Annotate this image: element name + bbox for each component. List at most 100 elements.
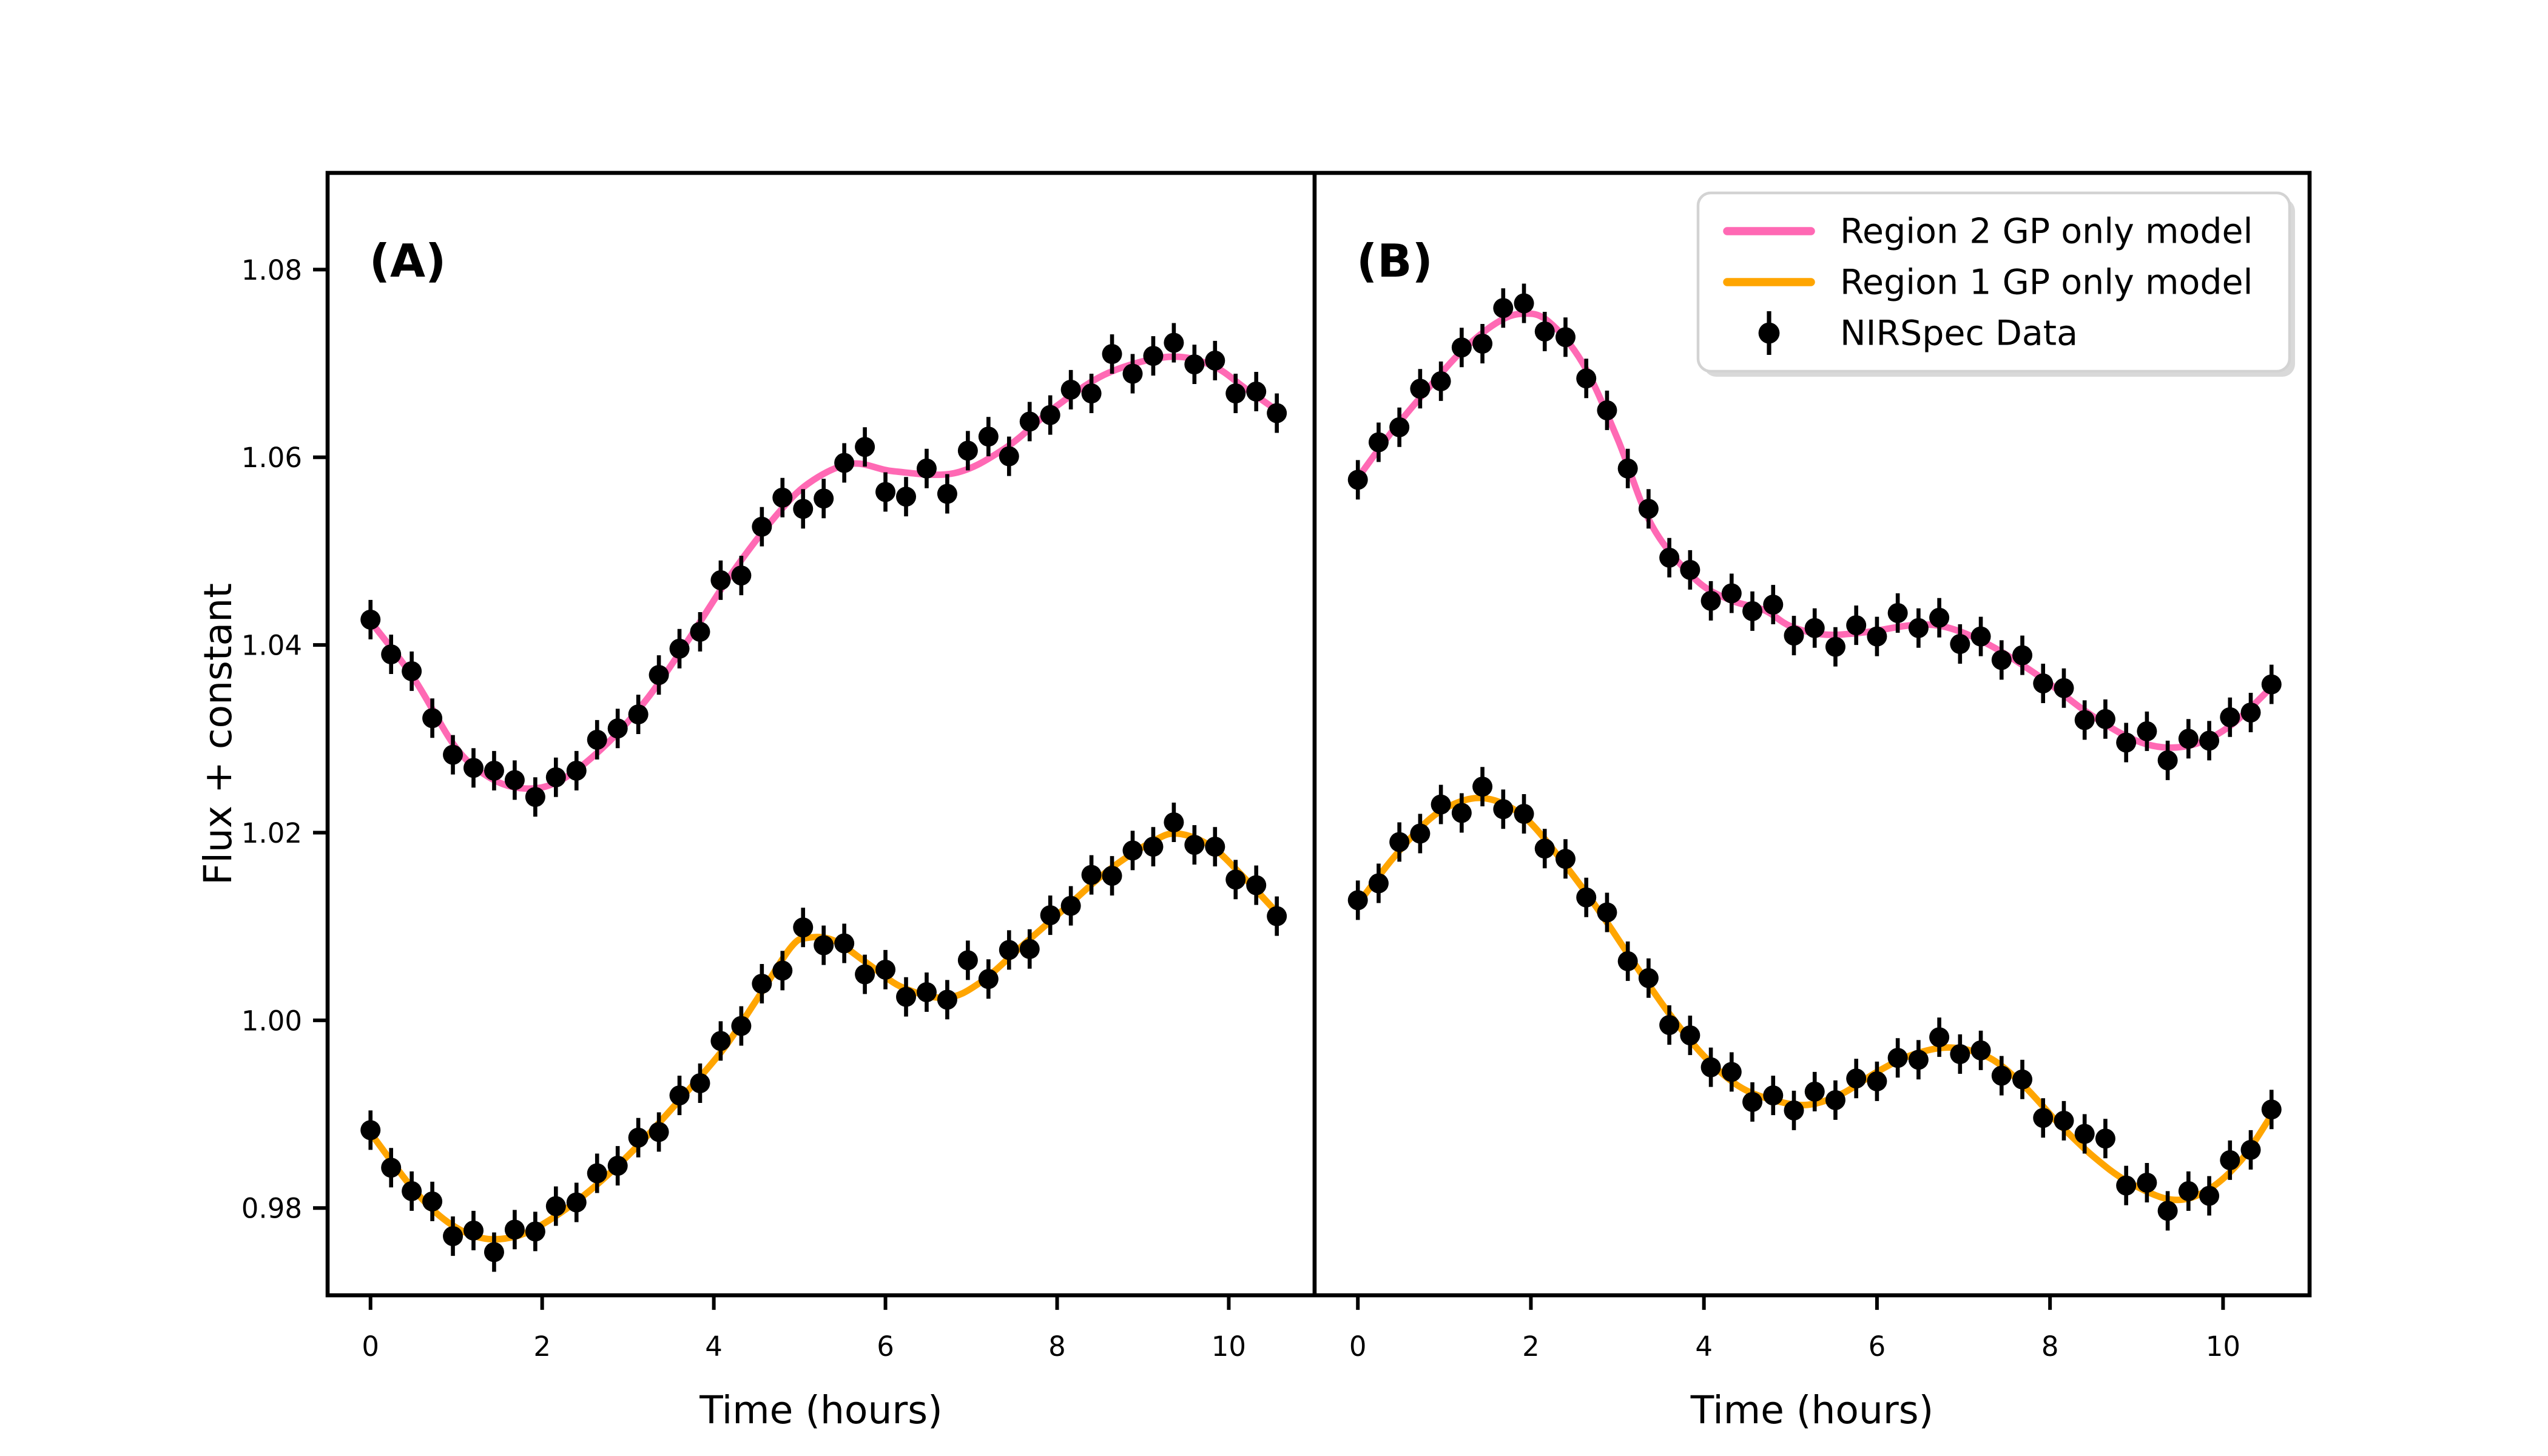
data-point — [978, 969, 999, 989]
data-point — [1451, 803, 1472, 823]
data-point — [2116, 1175, 2137, 1196]
y-tick-label: 1.06 — [241, 442, 302, 474]
data-point — [443, 1226, 463, 1247]
data-point — [566, 1192, 587, 1213]
data-point — [381, 1158, 402, 1178]
data-point — [814, 488, 834, 509]
data-point — [999, 940, 1019, 960]
y-axis-label: Flux + constant — [196, 583, 240, 885]
panel-A: 0 2 4 6 8 10 Time (hours) (A) — [360, 234, 1287, 1432]
x-tick-label: 8 — [2041, 1330, 2059, 1363]
data-point — [1680, 1025, 1700, 1046]
data-point — [504, 1219, 525, 1240]
data-point — [1368, 432, 1389, 453]
legend-entry-label: Region 2 GP only model — [1840, 212, 2253, 252]
data-point — [2220, 1150, 2240, 1170]
data-point — [1431, 371, 1451, 391]
data-point — [1060, 379, 1081, 400]
data-point — [957, 950, 978, 971]
data-point — [690, 621, 710, 642]
data-point — [1184, 835, 1205, 855]
data-point — [957, 440, 978, 461]
data-point — [1970, 1040, 1991, 1060]
x-tick-label: 0 — [1349, 1330, 1367, 1363]
data-point — [2199, 730, 2220, 751]
data-point — [669, 638, 690, 659]
data-point — [628, 1127, 649, 1148]
data-point — [1742, 1091, 1763, 1112]
data-point — [649, 665, 669, 686]
data-point — [545, 767, 566, 787]
data-point — [2074, 710, 2095, 730]
x-axis-label: Time (hours) — [699, 1388, 943, 1432]
data-point — [1472, 334, 1493, 354]
x-tick-label: 6 — [1869, 1330, 1886, 1363]
data-point — [772, 487, 793, 508]
data-point — [2116, 732, 2137, 753]
data-point — [1784, 625, 1804, 646]
data-point — [2095, 1128, 2115, 1149]
data-point — [1700, 590, 1721, 611]
data-point — [1825, 636, 1845, 657]
data-point — [1638, 968, 1659, 988]
data-point — [1659, 547, 1680, 568]
data-point — [2074, 1124, 2095, 1144]
data-point — [1368, 873, 1389, 894]
data-point — [1597, 902, 1617, 923]
data-point — [1081, 383, 1102, 404]
data-point — [1721, 1062, 1742, 1082]
data-point — [2157, 750, 2178, 770]
data-point — [875, 482, 896, 502]
data-point — [2137, 721, 2157, 741]
data-point — [752, 516, 772, 537]
data-point — [1267, 403, 1287, 423]
data-point — [710, 570, 731, 590]
data-point — [916, 982, 937, 1002]
data-point — [1617, 458, 1638, 479]
data-point — [2095, 709, 2115, 729]
data-point — [814, 935, 834, 956]
data-point — [937, 989, 957, 1010]
data-point — [2240, 1139, 2261, 1160]
data-point — [2012, 645, 2033, 666]
data-point — [607, 718, 628, 739]
data-point — [1143, 346, 1164, 366]
data-point — [1867, 1071, 1887, 1091]
data-point — [2178, 729, 2199, 749]
data-point — [834, 933, 855, 954]
data-point — [710, 1031, 731, 1051]
data-point — [1019, 939, 1040, 959]
data-point — [731, 1016, 752, 1036]
data-point — [1225, 383, 1246, 404]
x-tick-label: 8 — [1048, 1330, 1066, 1363]
data-point — [1555, 849, 1576, 869]
data-point — [566, 760, 587, 781]
x-tick-label: 4 — [1695, 1330, 1713, 1363]
data-point — [1164, 332, 1184, 353]
model-curve-region2 — [1354, 310, 2275, 751]
data-point — [1825, 1090, 1845, 1110]
data-point — [1991, 650, 2012, 670]
data-point — [2220, 707, 2240, 727]
data-point — [1929, 607, 1950, 628]
y-tick-label: 1.08 — [241, 254, 302, 286]
data-point — [360, 1120, 381, 1141]
data-point — [607, 1156, 628, 1176]
data-point — [2157, 1201, 2178, 1221]
data-point — [525, 787, 545, 807]
data-point — [2199, 1185, 2220, 1206]
data-point — [1431, 794, 1451, 815]
data-point — [1451, 337, 1472, 358]
data-point — [1680, 559, 1700, 580]
shared-axes: 0.98 1.00 1.02 1.04 1.06 1.08 Flux + constant — [196, 170, 2312, 1298]
data-point — [2261, 1099, 2282, 1120]
data-point — [1019, 411, 1040, 432]
data-point — [1514, 804, 1534, 824]
x-tick-label: 0 — [362, 1330, 379, 1363]
data-point — [1225, 869, 1246, 890]
legend-marker-icon — [1758, 322, 1780, 344]
model-curve-region1 — [1354, 794, 2275, 1204]
data-point — [443, 744, 463, 765]
data-point — [1389, 832, 1410, 852]
